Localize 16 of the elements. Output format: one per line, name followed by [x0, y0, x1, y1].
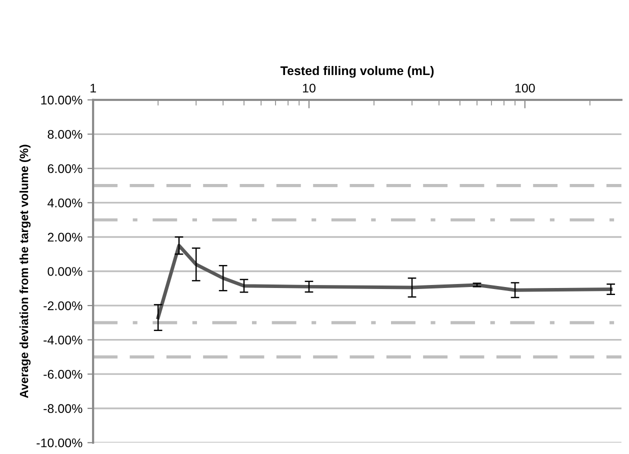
y-tick-label: 0.00%: [48, 267, 82, 276]
y-tick-label: 2.00%: [48, 232, 82, 242]
y-tick-label: 6.00%: [48, 164, 82, 174]
y-axis-title: Average deviation from the target volume (%): [20, 144, 31, 398]
x-tick-label: 1: [90, 84, 96, 92]
y-tick-label: -2.00%: [44, 301, 82, 310]
y-tick-label: -4.00%: [44, 336, 82, 344]
x-axis-title: Tested filling volume (mL): [280, 66, 434, 78]
x-tick-label: 10: [303, 84, 316, 93]
y-tick-label: -10.00%: [36, 438, 82, 448]
y-tick-label: 10.00%: [41, 96, 82, 105]
y-tick-label: -6.00%: [44, 370, 82, 379]
x-tick-label: 100: [515, 84, 535, 93]
y-tick-label: 8.00%: [48, 130, 82, 139]
y-tick-label: 4.00%: [48, 198, 82, 208]
y-tick-label: -8.00%: [44, 404, 82, 414]
